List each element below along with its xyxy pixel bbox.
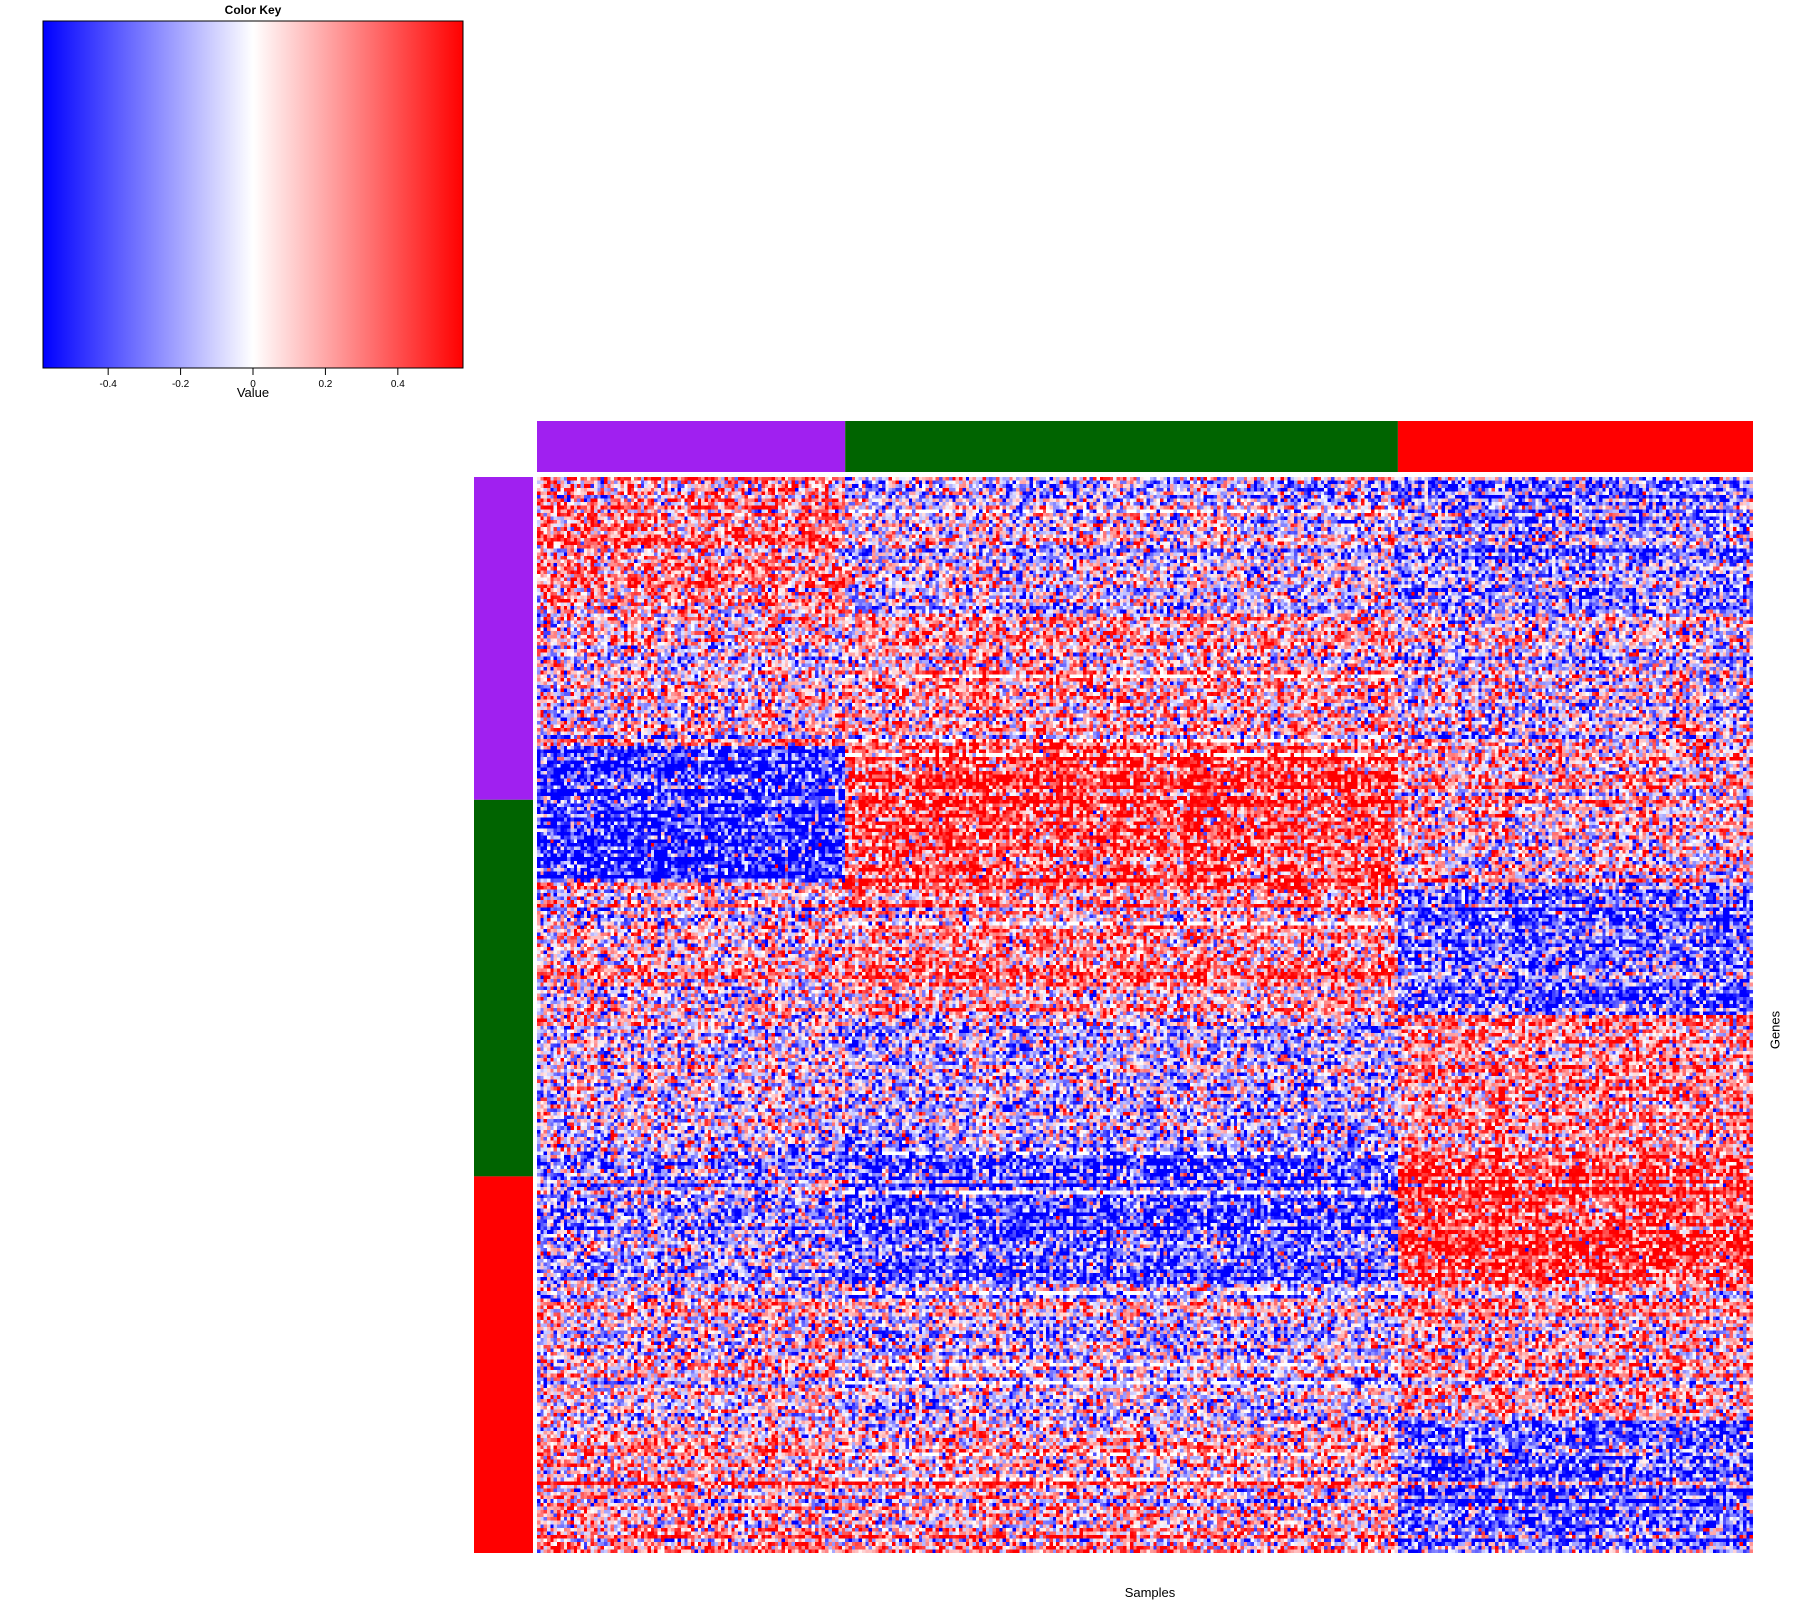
x-axis-label: Samples	[1124, 1585, 1176, 1600]
row-group-1	[474, 477, 533, 800]
row-group-3	[474, 1176, 533, 1553]
column-group-3	[1397, 421, 1753, 472]
color-key-gradient	[42, 20, 464, 369]
color-key-tick-label: 0.2	[318, 379, 332, 390]
column-group-bar	[537, 421, 1753, 472]
heatmap-matrix	[537, 477, 1753, 1553]
color-key-tick-label: 0.4	[391, 379, 405, 390]
color-key-tick-label: 0	[250, 379, 256, 390]
row-group-2	[474, 799, 533, 1177]
color-key-tick-label: -0.2	[172, 379, 190, 390]
color-key-tick-label: -0.4	[100, 379, 118, 390]
column-group-2	[845, 421, 1398, 472]
color-key-axis-label: Value	[236, 385, 270, 400]
y-axis-label: Genes	[1767, 1010, 1783, 1050]
column-group-1	[537, 421, 846, 472]
color-key-title: Color Key	[224, 3, 282, 17]
row-group-bar	[474, 477, 533, 1553]
color-key-ticks: -0.4 -0.2 0 0.2 0.4	[43, 367, 463, 390]
